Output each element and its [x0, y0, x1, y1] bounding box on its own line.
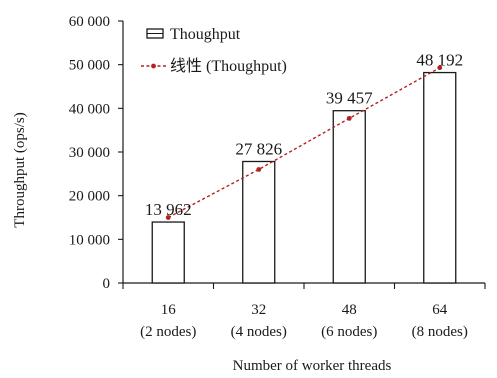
- y-tick-label: 50 000: [69, 58, 110, 74]
- trendline-point: [256, 167, 262, 172]
- bar: [242, 160, 276, 284]
- legend-bar-label: Thoughput: [170, 26, 241, 43]
- data-label: 27 826: [235, 139, 282, 158]
- trendline: [165, 65, 443, 220]
- bar: [423, 71, 457, 284]
- data-label: 39 457: [326, 89, 373, 108]
- x-tick-label: 32: [251, 302, 266, 318]
- y-tick-label: 30 000: [69, 145, 110, 161]
- data-label: 13 962: [145, 200, 192, 219]
- y-tick-label: 40 000: [69, 101, 110, 117]
- bars: [151, 71, 457, 284]
- trendline-point: [165, 215, 171, 220]
- x-tick-sublabel: (2 nodes): [140, 324, 196, 340]
- x-tick-sublabel: (4 nodes): [231, 324, 287, 340]
- y-axis-ticks: 0 10 000 20 000 30 000 40 000 50 000 60 000: [69, 14, 123, 292]
- y-tick-label: 60 000: [69, 14, 110, 30]
- bar: [151, 221, 185, 284]
- x-tick-label: 64: [432, 302, 448, 318]
- legend: Thoughput 线性 (Thoughput): [141, 26, 287, 75]
- x-tick-sublabel: (8 nodes): [412, 324, 468, 340]
- legend-trend-marker: [151, 63, 156, 69]
- legend-trend-label: 线性 (Thoughput): [170, 57, 287, 75]
- x-tick-sublabel: (6 nodes): [321, 324, 377, 340]
- trendline-path: [167, 67, 441, 219]
- y-tick-label: 10 000: [69, 232, 110, 248]
- x-tick-label: 16: [161, 302, 177, 318]
- data-label: 48 192: [416, 51, 463, 70]
- x-tick-label: 48: [342, 302, 357, 318]
- y-tick-label: 0: [103, 276, 111, 292]
- trendline-point: [437, 65, 443, 71]
- x-axis-title: Number of worker threads: [233, 358, 392, 374]
- trendline-point: [346, 115, 352, 121]
- data-labels: 13 962 27 826 39 457 48 192: [145, 51, 463, 219]
- y-axis-title: Throughput (ops/s): [12, 112, 28, 227]
- x-axis-ticks: 16 (2 nodes) 32 (4 nodes) 48 (6 nodes) 64 (8 no…: [122, 283, 486, 340]
- y-tick-label: 20 000: [69, 189, 110, 205]
- bar: [332, 110, 366, 284]
